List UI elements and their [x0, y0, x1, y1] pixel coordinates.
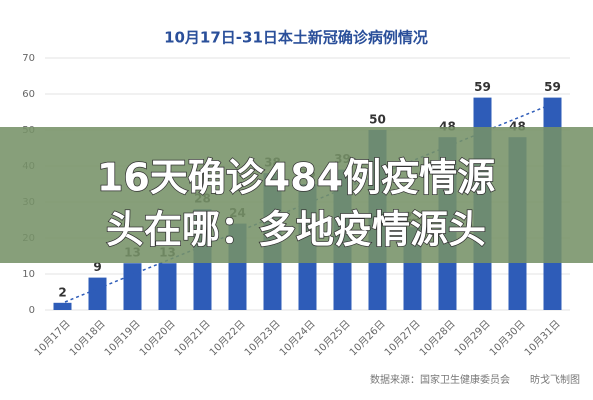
- y-tick-label: 0: [29, 305, 35, 316]
- y-tick-label: 10: [22, 269, 35, 280]
- source-note: 数据来源：国家卫生健康委员会 昉戈飞制图: [370, 373, 580, 386]
- banner: [0, 127, 593, 263]
- chart-title: 10月17日-31日本土新冠确诊病例情况: [164, 29, 428, 47]
- banner-line: 16天确诊484例疫情源: [97, 156, 495, 200]
- bar: [88, 277, 107, 310]
- value-label: 59: [474, 80, 491, 94]
- bar: [123, 263, 142, 310]
- value-label: 2: [58, 285, 66, 299]
- y-tick-label: 70: [22, 53, 35, 64]
- value-label: 59: [544, 80, 561, 94]
- bar: [158, 263, 177, 310]
- y-tick-label: 60: [22, 89, 35, 100]
- bar: [53, 302, 72, 310]
- value-label: 9: [93, 260, 101, 274]
- banner-line: 头在哪：多地疫情源头: [106, 208, 486, 252]
- value-label: 50: [369, 113, 386, 127]
